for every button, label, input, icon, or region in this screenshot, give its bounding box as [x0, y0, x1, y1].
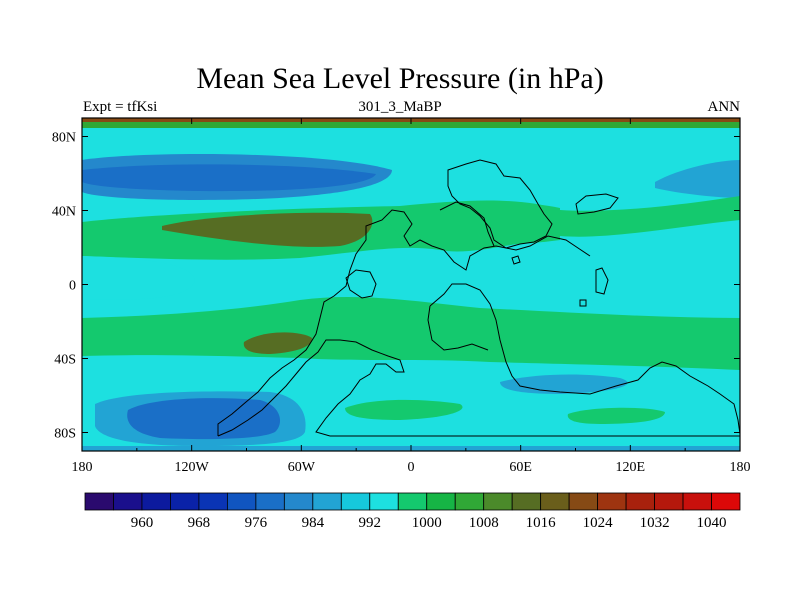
region-south-pacific-high-core [243, 332, 312, 354]
coast-island-4 [511, 255, 521, 265]
colorbar-swatch [540, 492, 570, 511]
region-north-pacific-low-inner [82, 164, 376, 192]
x-tick-label: 60W [288, 460, 316, 475]
colorbar-swatch [198, 492, 228, 511]
colorbar-swatch [597, 492, 627, 511]
colorbar-swatch [170, 492, 200, 511]
colorbar-swatch [511, 492, 542, 511]
run-label: 301_3_MaBP [358, 99, 442, 115]
x-tick-label: 0 [408, 460, 415, 475]
colorbar-swatch [454, 492, 485, 511]
coast-line-1 [217, 209, 591, 436]
coast-line-3 [439, 201, 495, 247]
page-title: Mean Sea Level Pressure (in hPa) [196, 62, 604, 95]
colorbar-swatch [226, 492, 257, 511]
y-tick-label: 40N [52, 205, 76, 220]
colorbar-label: 960 [131, 515, 154, 531]
axes-layer: 180 120W 60W 0 60E 120E 180 80N 40N 0 40S 80S [52, 118, 751, 475]
colorbar-label: 992 [359, 515, 382, 531]
colorbar-swatch [711, 492, 741, 511]
coast-island-3 [579, 299, 587, 307]
x-tick-label: 180 [72, 460, 93, 475]
x-tick-label: 120E [616, 460, 646, 475]
colorbar-label: 1032 [640, 515, 670, 531]
coast-antarctic [330, 283, 740, 437]
x-tick-label: 180 [730, 460, 751, 475]
region-north-green-east [380, 201, 560, 245]
region-south-indian-low [500, 374, 628, 394]
season-label: ANN [707, 99, 741, 115]
region-south-subtropical-high [82, 297, 740, 370]
colorbar-swatch [483, 492, 513, 511]
region-south-green-patch-2 [567, 407, 665, 424]
region-ne-pacific-low [655, 160, 740, 198]
coast-island-1 [575, 193, 619, 215]
coast-line-4 [427, 305, 489, 351]
colorbar-label: 1040 [697, 515, 727, 531]
colorbar-swatch [426, 492, 456, 511]
colorbar-swatch [340, 492, 371, 511]
coastlines [217, 159, 740, 437]
colorbar-swatch [369, 492, 399, 511]
colorbar-label: 968 [188, 515, 211, 531]
region-south-green-patch-1 [345, 399, 463, 420]
colorbar-label: 1008 [469, 515, 499, 531]
colorbar-label: 976 [245, 515, 268, 531]
colorbar-swatch [255, 492, 285, 511]
colorbar-swatch [312, 492, 342, 511]
coast-island-5 [345, 269, 377, 299]
y-tick-label: 0 [69, 279, 76, 294]
y-tick-label: 40S [54, 353, 76, 368]
pole-strip-green [82, 122, 740, 128]
region-equatorial-west [82, 256, 195, 300]
y-tick-label: 80S [54, 427, 76, 442]
colorbar-label: 1024 [583, 515, 614, 531]
coast-asia-north [447, 159, 553, 249]
colorbar-swatch [654, 492, 684, 511]
experiment-label: Expt = tfKsi [83, 99, 158, 115]
colorbar-swatch [141, 492, 171, 511]
field-layer [82, 118, 740, 451]
region-southern-ocean-low-inner [127, 398, 281, 440]
y-tick-label: 80N [52, 131, 76, 146]
colorbar-swatch [568, 492, 599, 511]
colorbar-label: 1016 [526, 515, 557, 531]
x-tick-label: 120W [175, 460, 210, 475]
region-north-pacific-high-core [162, 212, 373, 247]
coast-island-2 [595, 267, 609, 295]
colorbar-swatch [283, 492, 314, 511]
coast-line-2 [217, 339, 405, 437]
colorbar-swatch [682, 492, 712, 511]
colorbar-label: 1000 [412, 515, 442, 531]
colorbar: 960 968 976 984 992 1000 1008 1016 1024 1032 1040 [84, 492, 741, 531]
colorbar-label: 984 [302, 515, 325, 531]
colorbar-swatch [625, 492, 655, 511]
colorbar-swatch [84, 492, 114, 511]
x-tick-label: 60E [509, 460, 532, 475]
colorbar-swatch [113, 492, 143, 511]
colorbar-swatch [397, 492, 428, 511]
